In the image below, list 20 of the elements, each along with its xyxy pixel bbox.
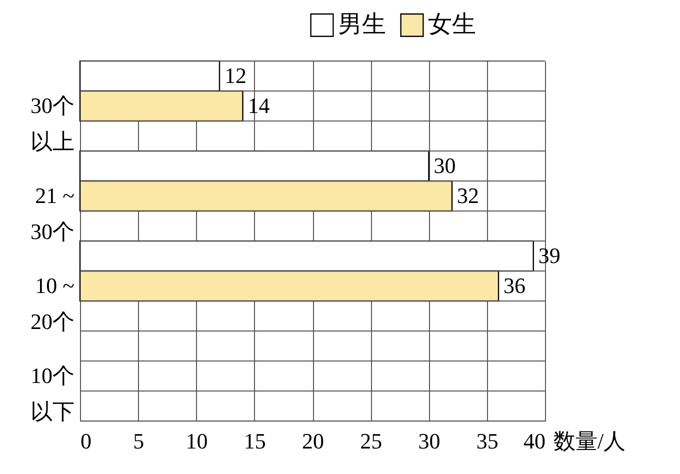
data-label: 36 [504,273,526,298]
x-axis-title: 数量/人 [554,428,626,454]
data-label: 32 [457,183,479,208]
legend-label: 女生 [428,12,476,38]
x-tick-label: 5 [133,428,144,454]
y-tick-label: 30个以上 [30,93,74,154]
x-tick-label: 35 [476,428,498,454]
y-tick-label: 10 ~ 20个 [30,273,75,334]
data-label: 30 [434,153,456,178]
x-tick-label: 10 [186,428,208,454]
x-tick-label: 0 [80,428,92,454]
data-label: 12 [224,63,246,88]
x-tick-label: 15 [244,428,266,454]
x-tick-label: 40 [524,428,546,454]
legend-label: 男生 [338,12,386,38]
y-tick-label: 10个以下 [30,363,74,424]
y-tick-label: 21 ~ 30个 [30,183,75,244]
x-tick-label: 20 [302,428,324,454]
x-tick-label: 30 [418,428,440,454]
x-tick-label: 25 [360,428,382,454]
